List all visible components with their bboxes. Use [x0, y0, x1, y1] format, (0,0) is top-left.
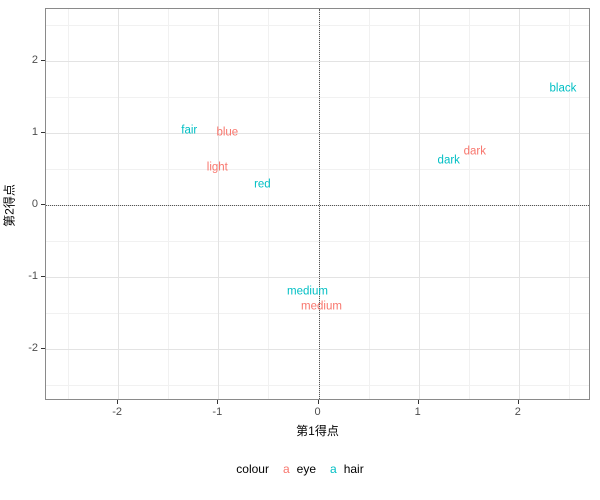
gridline-vertical [518, 9, 520, 399]
y-tick-mark [41, 59, 45, 61]
legend-entry-hair: a hair [330, 462, 364, 476]
y-tick-label: -1 [28, 270, 38, 283]
gridline-minor-vertical [268, 9, 270, 399]
y-tick-label: 0 [31, 198, 38, 210]
x-tick-label: -2 [112, 406, 123, 418]
y-tick-label: 2 [31, 53, 38, 66]
x-tick-mark [317, 400, 319, 404]
legend-key-icon: a [330, 462, 337, 476]
x-tick-mark [417, 400, 419, 404]
x-tick-mark [117, 400, 119, 404]
y-tick-label: -2 [28, 342, 38, 355]
gridline-minor-vertical [68, 9, 70, 399]
x-tick-label: -1 [212, 406, 223, 418]
point-label-hair-medium: medium [287, 285, 328, 298]
gridline-horizontal [46, 132, 589, 134]
gridline-minor-horizontal [46, 385, 589, 387]
gridline-minor-horizontal [46, 313, 589, 315]
zero-line-horizontal [46, 205, 589, 206]
gridline-vertical [218, 9, 220, 399]
point-label-eye-blue: blue [216, 126, 239, 139]
point-label-hair-red: red [254, 178, 271, 191]
legend-entry-label: eye [296, 462, 317, 476]
gridline-vertical [418, 9, 420, 399]
gridline-minor-horizontal [46, 168, 589, 170]
legend-entry-eye: a eye [283, 462, 316, 476]
point-label-hair-fair: fair [181, 124, 198, 137]
x-axis-title: 第1得点 [296, 424, 339, 438]
plot-panel: blue light dark medium fair red dark black mediu… [45, 8, 590, 400]
gridline-minor-horizontal [46, 96, 589, 98]
y-tick-mark [41, 131, 45, 133]
gridline-minor-vertical [168, 9, 170, 399]
gridline-minor-vertical [468, 9, 470, 399]
x-tick-label: 1 [414, 406, 421, 418]
y-tick-mark [41, 348, 45, 350]
x-tick-mark [517, 400, 519, 404]
point-label-hair-black: black [549, 82, 577, 95]
x-tick-label: 2 [514, 406, 521, 418]
gridline-minor-horizontal [46, 241, 589, 243]
point-label-eye-medium: medium [301, 300, 342, 313]
gridline-horizontal [46, 349, 589, 351]
gridline-minor-vertical [568, 9, 570, 399]
legend-title: colour [236, 462, 269, 476]
point-label-eye-light: light [206, 161, 228, 174]
legend-entry-label: hair [343, 462, 364, 476]
gridline-vertical [118, 9, 120, 399]
gridline-horizontal [46, 277, 589, 279]
legend: colour a eye a hair [0, 462, 600, 476]
point-label-hair-dark: dark [437, 154, 460, 167]
x-tick-mark [217, 400, 219, 404]
point-label-eye-dark: dark [463, 144, 486, 157]
legend-key-icon: a [282, 462, 290, 476]
gridline-horizontal [46, 60, 589, 62]
y-tick-label: 1 [31, 125, 38, 138]
gridline-minor-horizontal [46, 24, 589, 26]
y-tick-mark [41, 276, 45, 278]
y-tick-mark [41, 204, 45, 205]
x-tick-label: 0 [314, 406, 321, 418]
gridline-minor-vertical [368, 9, 370, 399]
zero-line-vertical [318, 9, 320, 399]
